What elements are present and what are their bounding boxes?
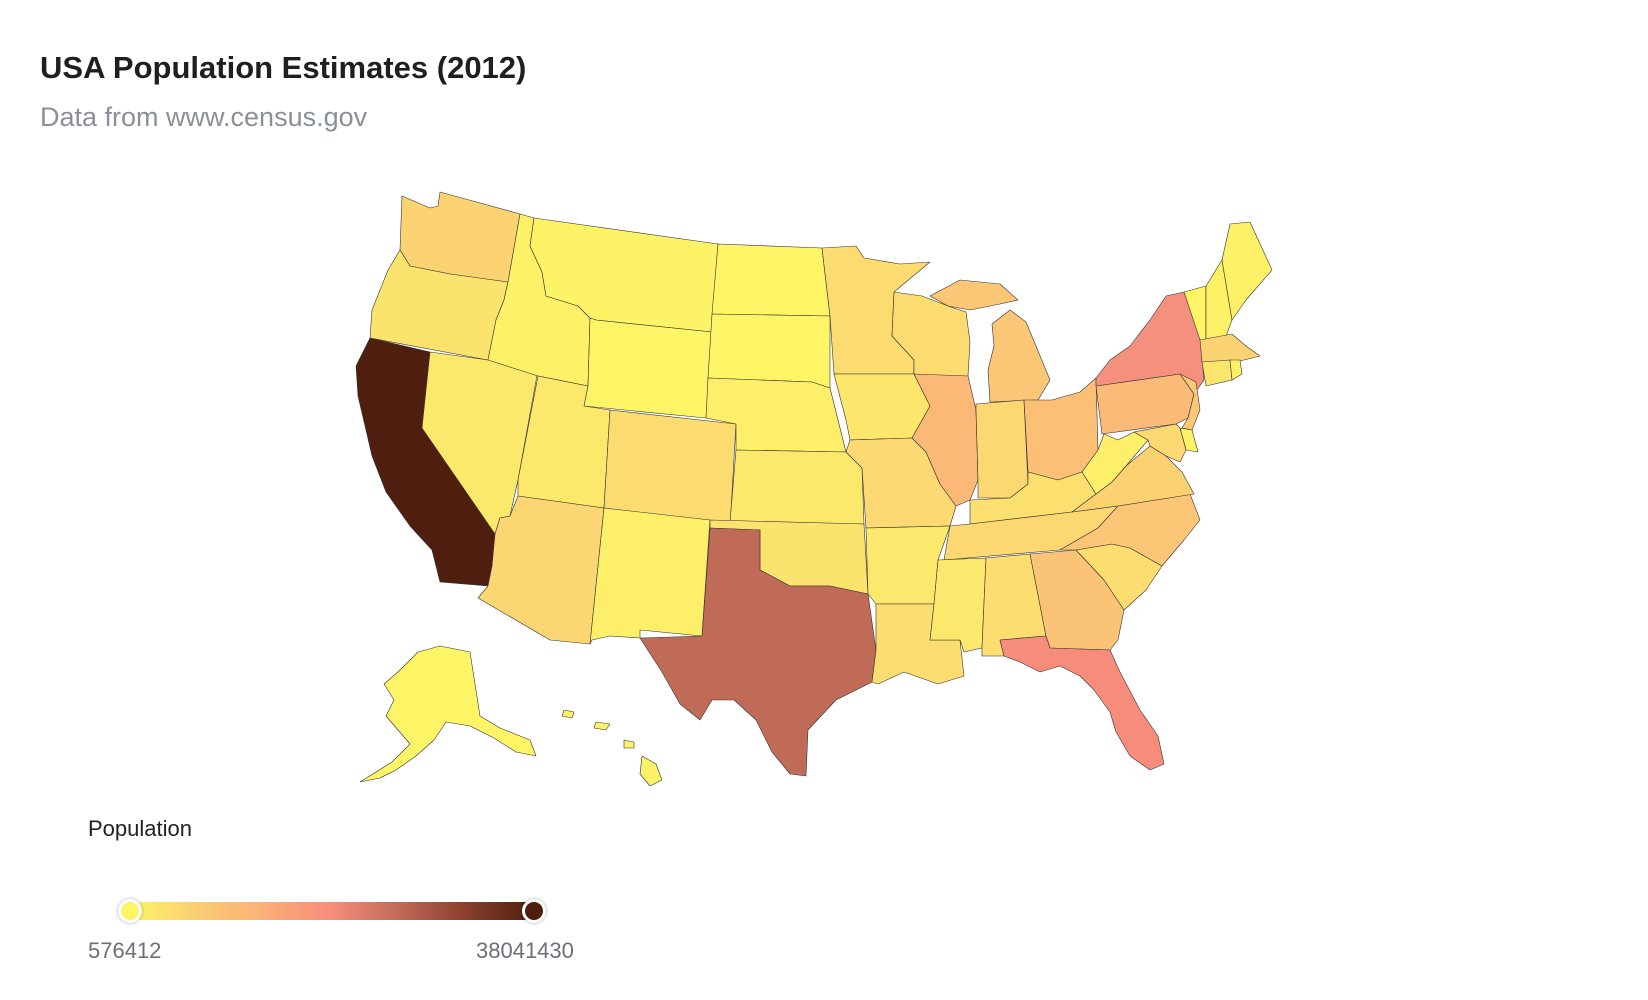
state-south-dakota[interactable] <box>707 313 831 389</box>
state-illinois[interactable] <box>911 373 979 507</box>
state-new-mexico[interactable] <box>589 507 711 645</box>
state-maine[interactable] <box>1221 221 1273 321</box>
state-alaska[interactable] <box>359 645 537 783</box>
state-north-carolina[interactable] <box>1059 493 1201 567</box>
legend-min-handle[interactable] <box>118 899 142 923</box>
state-maryland[interactable] <box>1133 423 1187 463</box>
state-mississippi[interactable] <box>929 557 987 653</box>
legend-color-bar <box>118 899 546 923</box>
state-new-hampshire[interactable] <box>1205 259 1233 341</box>
state-texas[interactable] <box>639 527 877 777</box>
state-kansas[interactable] <box>729 449 865 525</box>
state-wyoming[interactable] <box>583 317 713 419</box>
legend-title: Population <box>88 816 192 841</box>
state-rhode-island[interactable] <box>1229 359 1243 381</box>
state-michigan[interactable] <box>929 279 1051 403</box>
page-title: USA Population Estimates (2012) <box>40 50 527 85</box>
legend-min-label: 576412 <box>88 938 162 963</box>
legend-max-label: 38041430 <box>476 938 574 963</box>
state-iowa[interactable] <box>833 373 931 441</box>
state-north-dakota[interactable] <box>711 243 831 317</box>
state-indiana[interactable] <box>975 399 1029 499</box>
page-subtitle: Data from www.census.gov <box>40 102 368 132</box>
state-hawaii[interactable] <box>561 709 663 787</box>
state-massachusetts[interactable] <box>1199 333 1261 363</box>
state-florida[interactable] <box>999 635 1165 771</box>
legend-gradient <box>130 902 534 920</box>
state-connecticut[interactable] <box>1201 359 1233 387</box>
legend-max-handle[interactable] <box>522 899 546 923</box>
